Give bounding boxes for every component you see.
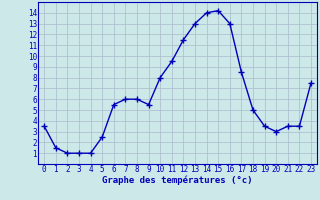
X-axis label: Graphe des températures (°c): Graphe des températures (°c) xyxy=(102,176,253,185)
